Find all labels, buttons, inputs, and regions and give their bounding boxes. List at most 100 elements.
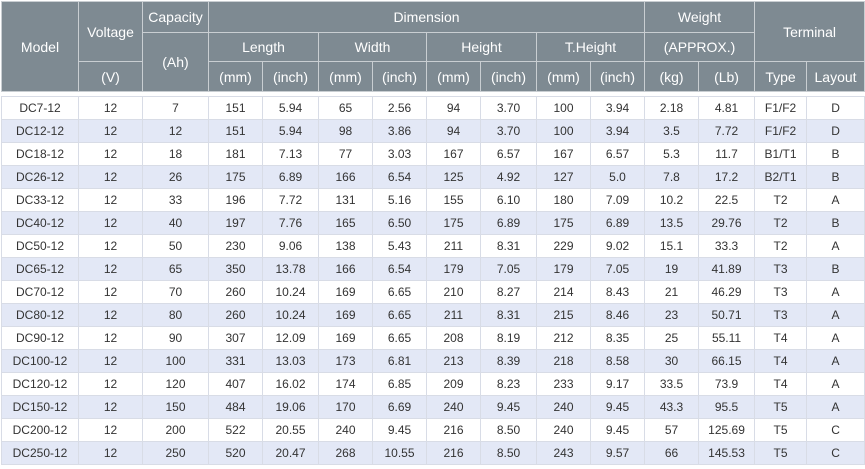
table-cell: T4 — [754, 349, 808, 373]
table-cell: 174 — [318, 372, 373, 396]
header-cell: (inch) — [589, 61, 646, 92]
table-cell: DC100-12 — [1, 349, 79, 373]
table-cell: 125 — [426, 165, 481, 189]
table-cell: 26 — [142, 165, 209, 189]
table-cell: 5.0 — [589, 165, 646, 189]
table-cell: B2/T1 — [754, 165, 808, 189]
table-cell: 70 — [142, 280, 209, 304]
table-cell: 21 — [644, 280, 700, 304]
table-cell: DC80-12 — [1, 303, 79, 327]
table-cell: D — [806, 96, 865, 120]
header-cell: Model — [1, 1, 79, 92]
table-cell: 15.1 — [644, 234, 700, 258]
table-cell: 6.81 — [372, 349, 427, 373]
table-cell: 12.09 — [262, 326, 319, 350]
table-row: DC250-12 12 250 520 20.47 268 10.55 216 8.50 243 9… — [1, 441, 865, 465]
table-cell: 100 — [536, 96, 591, 120]
table-cell: 240 — [318, 418, 373, 442]
table-cell: 151 — [208, 96, 263, 120]
table-cell: DC200-12 — [1, 418, 79, 442]
table-cell: 240 — [536, 418, 591, 442]
table-cell: 13.78 — [262, 257, 319, 281]
table-cell: 169 — [318, 280, 373, 304]
table-cell: B — [806, 211, 865, 235]
table-cell: 9.06 — [262, 234, 319, 258]
header-cell: Terminal — [754, 1, 865, 62]
table-cell: B — [806, 142, 865, 166]
table-cell: 181 — [208, 142, 263, 166]
table-cell: A — [806, 234, 865, 258]
table-cell: F1/F2 — [754, 119, 808, 143]
header-cell: Type — [754, 61, 808, 92]
table-cell: 9.57 — [589, 441, 646, 465]
table-cell: 10.55 — [372, 441, 427, 465]
table-cell: 520 — [208, 441, 263, 465]
table-cell: 8.58 — [589, 349, 646, 373]
table-cell: 23 — [644, 303, 700, 327]
table-cell: 6.89 — [480, 211, 537, 235]
table-cell: 200 — [142, 418, 209, 442]
table-cell: 6.65 — [372, 303, 427, 327]
table-cell: 175 — [208, 165, 263, 189]
table-cell: T5 — [754, 418, 808, 442]
table-cell: A — [806, 349, 865, 373]
table-cell: 18 — [142, 142, 209, 166]
table-cell: 125.69 — [698, 418, 756, 442]
table-cell: 66 — [644, 441, 700, 465]
header-cell: (inch) — [262, 61, 319, 92]
table-cell: DC250-12 — [1, 441, 79, 465]
table-cell: T2 — [754, 234, 808, 258]
table-cell: T4 — [754, 326, 808, 350]
table-cell: 240 — [426, 395, 481, 419]
table-cell: 175 — [536, 211, 591, 235]
table-cell: 230 — [208, 234, 263, 258]
header-cell: Width — [318, 32, 427, 62]
table-cell: 197 — [208, 211, 263, 235]
table-row: DC150-12 12 150 484 19.06 170 6.69 240 9.45 240 9.… — [1, 395, 865, 419]
header-cell: Dimension — [207, 1, 646, 33]
table-cell: A — [806, 188, 865, 212]
table-cell: 7.13 — [262, 142, 319, 166]
table-cell: DC50-12 — [1, 234, 79, 258]
header-cell: T.Height — [535, 32, 646, 62]
table-cell: 12 — [78, 211, 143, 235]
table-cell: 11.7 — [698, 142, 756, 166]
table-cell: 212 — [536, 326, 591, 350]
header-cell: Height — [426, 32, 537, 62]
header-cell: (Ah) — [142, 32, 209, 92]
table-cell: 12 — [78, 96, 143, 120]
table-cell: 167 — [426, 142, 481, 166]
table-cell: 179 — [426, 257, 481, 281]
header-cell: Length — [208, 32, 319, 62]
table-row: DC100-12 12 100 331 13.03 173 6.81 213 8.39 218 8.… — [1, 349, 865, 373]
table-cell: 25 — [644, 326, 700, 350]
table-cell: 17.2 — [698, 165, 756, 189]
table-cell: 180 — [536, 188, 591, 212]
header-cell: (mm) — [208, 61, 263, 92]
header-cell: (mm) — [426, 61, 481, 92]
table-cell: 211 — [426, 234, 481, 258]
table-cell: 33 — [142, 188, 209, 212]
table-cell: 216 — [426, 418, 481, 442]
table-cell: T2 — [754, 211, 808, 235]
table-cell: 29.76 — [698, 211, 756, 235]
table-cell: DC65-12 — [1, 257, 79, 281]
table-cell: 12 — [78, 165, 143, 189]
table-row: DC50-12 12 50 230 9.06 138 5.43 211 8.31 229 9.02 1… — [1, 234, 865, 258]
table-cell: 196 — [208, 188, 263, 212]
table-cell: 173 — [318, 349, 373, 373]
table-cell: 6.85 — [372, 372, 427, 396]
table-cell: DC150-12 — [1, 395, 79, 419]
table-cell: 94 — [426, 96, 481, 120]
table-cell: DC7-12 — [1, 96, 79, 120]
table-cell: T3 — [754, 257, 808, 281]
table-cell: 5.3 — [644, 142, 700, 166]
header-cell: Voltage — [78, 1, 143, 62]
table-cell: 9.45 — [589, 395, 646, 419]
table-cell: 233 — [536, 372, 591, 396]
table-cell: A — [806, 280, 865, 304]
table-cell: 12 — [78, 303, 143, 327]
table-cell: 213 — [426, 349, 481, 373]
